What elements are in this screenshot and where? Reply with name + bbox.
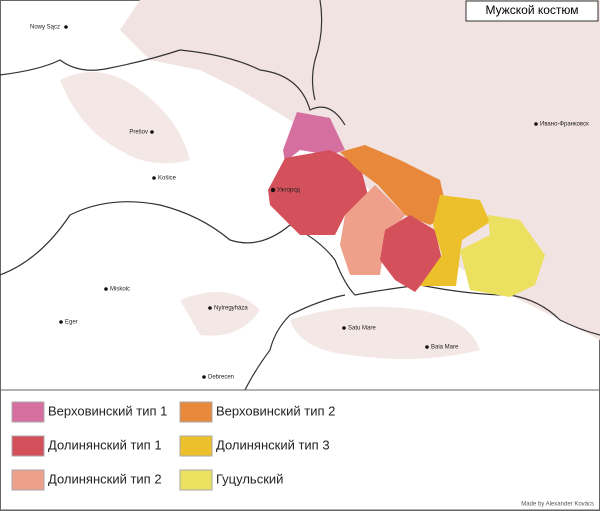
city-dot bbox=[202, 375, 206, 379]
legend-swatch bbox=[11, 435, 45, 457]
city-label: Košice bbox=[158, 176, 177, 182]
city-dot bbox=[104, 287, 108, 291]
city-dot bbox=[64, 25, 68, 29]
border bbox=[0, 201, 600, 336]
legend-label: Долинянский тип 2 bbox=[48, 471, 162, 486]
title-box bbox=[465, 0, 599, 22]
border bbox=[311, 0, 323, 101]
legend-label: Верховинский тип 1 bbox=[48, 403, 167, 418]
city-label: Miskolc bbox=[110, 287, 130, 293]
city-label: Ужгород bbox=[277, 188, 301, 194]
legend-label: Верховинский тип 2 bbox=[216, 403, 335, 418]
legend-swatch bbox=[179, 435, 213, 457]
city-label: Ивано-Франковск bbox=[540, 122, 589, 128]
region bbox=[460, 215, 545, 297]
legend-swatch bbox=[179, 469, 213, 491]
city-label: Prešov bbox=[129, 130, 148, 136]
region bbox=[268, 150, 372, 235]
cities: Nowy Sącz Prešov Košice Ужгород Miskolc … bbox=[30, 25, 589, 381]
city-label: Eger bbox=[65, 320, 78, 326]
city-label: Debrecen bbox=[208, 375, 234, 381]
terrain bbox=[290, 306, 480, 359]
legend-swatch bbox=[179, 401, 213, 423]
region bbox=[420, 195, 490, 286]
city-dot bbox=[208, 306, 212, 310]
region bbox=[380, 215, 442, 292]
legend: Верховинский тип 1 Верховинский тип 2 Доли… bbox=[11, 401, 335, 491]
city-dot bbox=[59, 320, 63, 324]
city-dot bbox=[425, 345, 429, 349]
legend-label: Долинянский тип 1 bbox=[48, 437, 162, 452]
legend-label: Долинянский тип 3 bbox=[216, 437, 330, 452]
border bbox=[0, 49, 346, 126]
region bbox=[340, 185, 405, 275]
city-label: Nyíregyháza bbox=[214, 306, 248, 312]
legend-box bbox=[0, 389, 600, 511]
region bbox=[283, 112, 345, 162]
legend-label: Гуцульский bbox=[216, 471, 283, 486]
city-dot bbox=[342, 326, 346, 330]
legend-swatch bbox=[11, 469, 45, 491]
city-dot bbox=[534, 122, 538, 126]
city-dot bbox=[152, 176, 156, 180]
credit: Made by Alexander Kovács bbox=[521, 502, 594, 508]
city-dot bbox=[150, 130, 154, 134]
terrain bbox=[180, 292, 260, 336]
city-dot bbox=[270, 187, 276, 193]
city-label: Nowy Sącz bbox=[30, 25, 60, 31]
border bbox=[244, 294, 346, 391]
terrain bbox=[60, 72, 190, 164]
city-label: Baia Mare bbox=[431, 345, 459, 351]
legend-swatch bbox=[11, 401, 45, 423]
map-title: Мужской костюм bbox=[485, 3, 578, 17]
region bbox=[340, 145, 448, 225]
city-label: Satu Mare bbox=[348, 326, 376, 332]
